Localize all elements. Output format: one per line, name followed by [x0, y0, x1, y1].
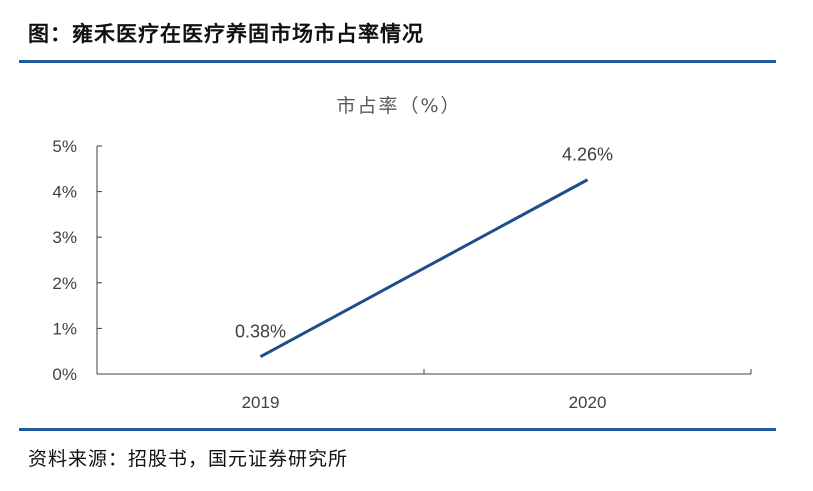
y-tick-label: 3% — [52, 228, 77, 247]
series-line — [259, 178, 589, 358]
y-tick-label: 5% — [52, 137, 77, 156]
chart-marks: 0.38% 4.26% — [235, 145, 613, 358]
x-tick-label: 2020 — [569, 393, 607, 412]
chart-axes: 0% 1% 2% 3% 4% 5% 2019 2020 — [52, 137, 752, 412]
y-tick-label: 2% — [52, 274, 77, 293]
bottom-divider — [19, 428, 776, 431]
y-tick-label: 4% — [52, 183, 77, 202]
figure-title: 图：雍禾医疗在医疗养固市场市占率情况 — [28, 21, 424, 46]
y-tick-label: 0% — [52, 365, 77, 384]
x-tick-label: 2019 — [242, 393, 280, 412]
y-tick-label: 1% — [52, 319, 77, 338]
data-label: 4.26% — [562, 145, 613, 165]
top-divider — [19, 60, 776, 63]
source-note: 资料来源：招股书，国元证券研究所 — [28, 448, 349, 470]
data-label: 0.38% — [235, 322, 286, 342]
chart-title: 市占率（%） — [336, 95, 461, 117]
